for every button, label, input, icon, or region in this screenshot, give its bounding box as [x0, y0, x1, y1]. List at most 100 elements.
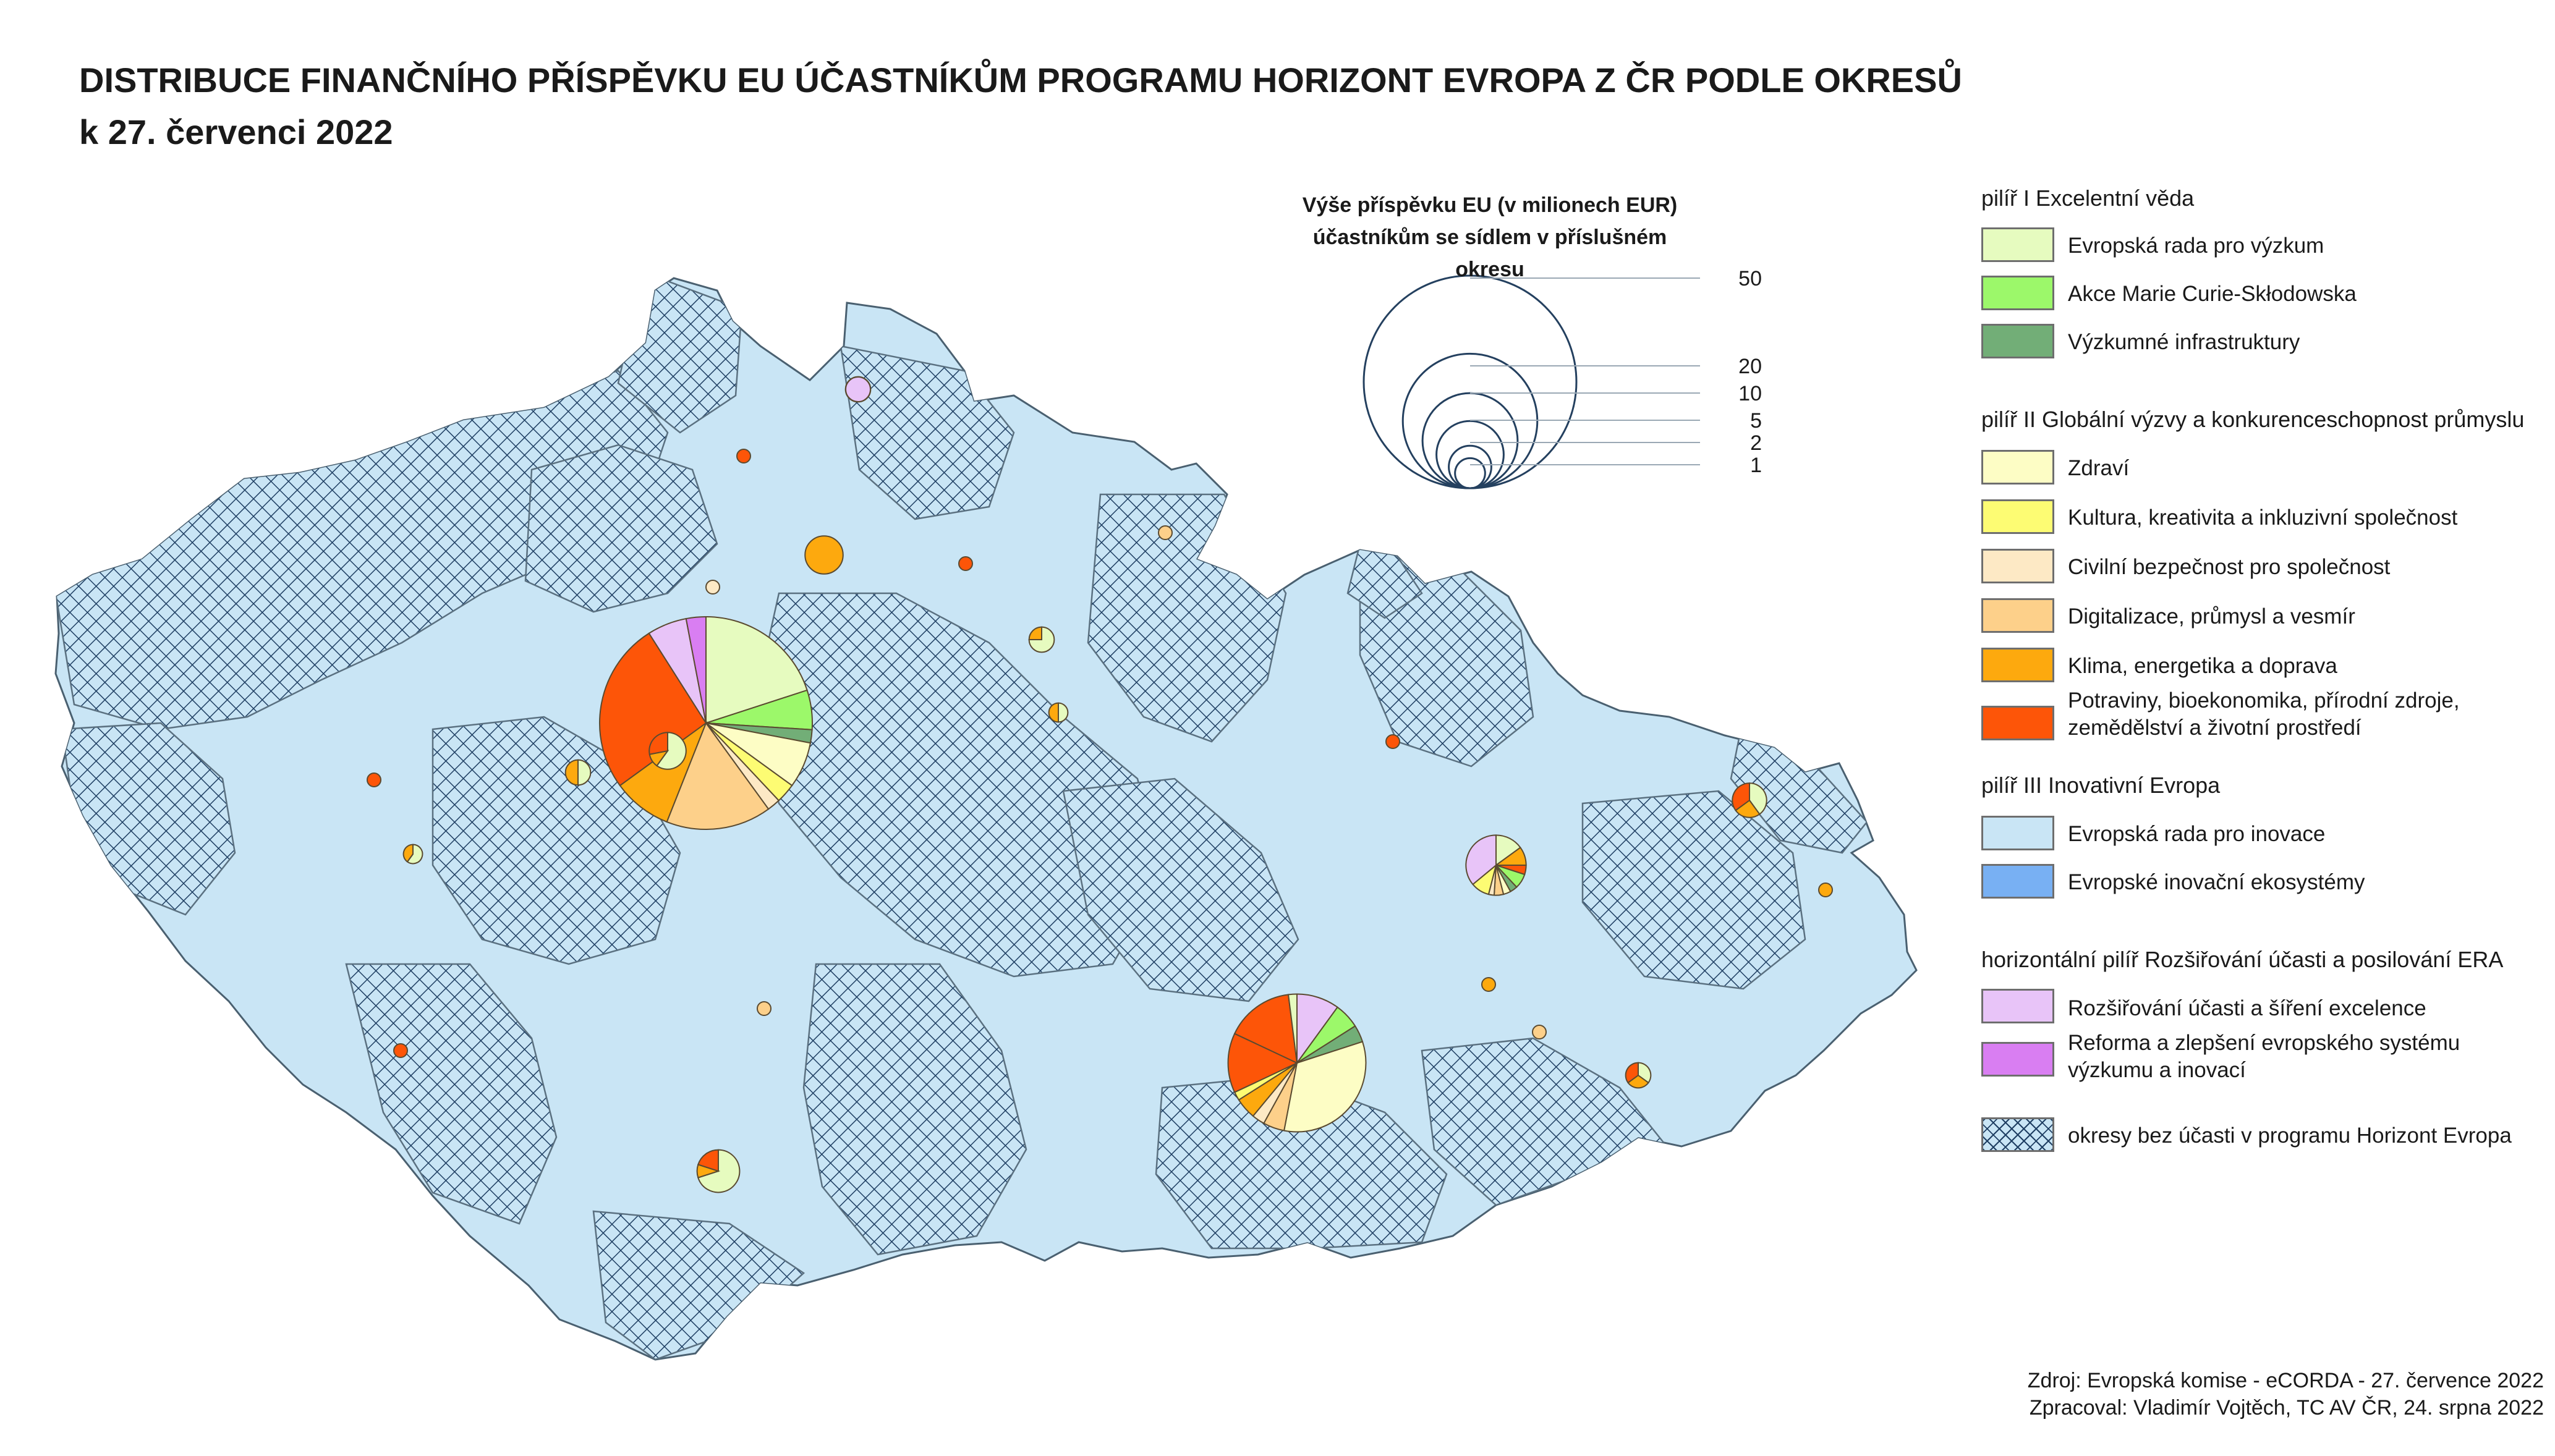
- pie-slice: [1735, 799, 1761, 818]
- pie-slice: [1732, 782, 1750, 811]
- legend-label: Evropské inovační ekosystémy: [2068, 870, 2365, 894]
- scale-title-line-2: účastníkům se sídlem v příslušném okresu: [1312, 226, 1667, 281]
- legend-swatch: [1981, 499, 2054, 534]
- source-note: Zdroj: Evropská komise - eCORDA - 27. če…: [1981, 1367, 2544, 1421]
- pie-slice: [1058, 702, 1068, 723]
- district-dot: [367, 772, 381, 787]
- pie-slice: [599, 632, 707, 787]
- pie-slice: [648, 732, 668, 755]
- pie-slice: [1749, 782, 1767, 815]
- title-line-1: DISTRIBUCE FINANČNÍHO PŘÍSPĚVKU EU ÚČAST…: [79, 61, 1962, 99]
- legend-label: Evropská rada pro inovace: [2068, 822, 2326, 846]
- legend-group-title: pilíř II Globální výzvy a konkurencescho…: [1981, 407, 2525, 432]
- district-dot: [393, 1043, 408, 1058]
- pie-slice: [697, 1149, 719, 1172]
- legend-label: Kultura, kreativita a inkluzivní společn…: [2068, 506, 2458, 530]
- legend-label: okresy bez účasti v programu Horizont Ev…: [2068, 1124, 2512, 1148]
- scale-circle: [1421, 392, 1519, 489]
- legend-swatch: [1981, 648, 2054, 682]
- country-map: [54, 277, 1918, 1361]
- pie-slice: [685, 616, 707, 724]
- hatched-districts: [56, 278, 1868, 1360]
- scale-value-label: 20: [1738, 355, 1762, 378]
- pie-slice: [1227, 1033, 1299, 1093]
- legend-swatch: [1981, 450, 2054, 485]
- hatched-district-south-bohemia-east: [802, 963, 1027, 1256]
- hatched-district-east-moravia: [1581, 790, 1806, 990]
- scale-legend-title: Výše příspěvku EU (v milionech EUR) účas…: [1286, 189, 1694, 286]
- pie-slice: [666, 721, 770, 830]
- pie-slice: [1028, 626, 1055, 653]
- pie-slice: [1627, 1074, 1649, 1089]
- scale-circle: [1454, 457, 1486, 489]
- legend-swatch: [1981, 816, 2054, 850]
- pie-slice: [1465, 834, 1497, 886]
- district-dot: [736, 449, 751, 463]
- district-dot: [757, 1001, 772, 1016]
- legend-label: Reforma a zlepšení evropského systému vý…: [2068, 1031, 2460, 1082]
- pie-slice: [564, 759, 579, 786]
- scale-value-label: 50: [1738, 267, 1762, 290]
- legend-label: Výzkumné infrastruktury: [2068, 330, 2300, 354]
- legend-swatch: [1981, 1042, 2054, 1077]
- pie-slice: [1028, 626, 1042, 640]
- legend-label: Potraviny, bioekonomika, přírodní zdroje…: [2068, 688, 2460, 740]
- scale-value-label: 10: [1738, 382, 1762, 405]
- legend-label: Civilní bezpečnost pro společnost: [2068, 555, 2391, 579]
- pie-slice: [406, 844, 423, 865]
- district-dot: [705, 580, 720, 595]
- scale-value-label: 1: [1750, 454, 1762, 477]
- legend-label: Evropská rada pro výzkum: [2068, 234, 2324, 258]
- source-line-2: Zpracoval: Vladimír Vojtěch, TC AV ČR, 2…: [2029, 1396, 2544, 1420]
- legend-label: Rozšiřování účasti a šíření excelence: [2068, 996, 2426, 1020]
- proportional-circle-scale: 50 20 10 521: [1363, 267, 1762, 489]
- pie-slice: [577, 759, 592, 786]
- legend-swatch: [1981, 227, 2054, 262]
- scale-circle: [1435, 420, 1505, 489]
- hatched-district-vysocina: [1062, 777, 1299, 1002]
- pie-slice: [1287, 993, 1298, 1064]
- legend-label: Klima, energetika a doprava: [2068, 654, 2337, 678]
- pie-slice: [656, 732, 687, 770]
- title-line-2: k 27. červenci 2022: [79, 112, 393, 151]
- scale-value-label: 2: [1750, 431, 1762, 455]
- legend-group-title: pilíř III Inovativní Evropa: [1981, 772, 2221, 798]
- hatched-district-central-north: [524, 444, 718, 613]
- pie-slice: [402, 844, 414, 863]
- hatched-district-center: [753, 592, 1163, 978]
- district-pie-charts: [367, 376, 1833, 1193]
- legend-swatch: [1981, 549, 2054, 583]
- source-line-1: Zdroj: Evropská komise - eCORDA - 27. če…: [2027, 1369, 2544, 1392]
- legend-swatch: [1981, 989, 2054, 1023]
- district-dot: [1481, 977, 1496, 992]
- pie-slice: [1625, 1062, 1639, 1084]
- district-dot: [1158, 525, 1173, 540]
- district-dot: [845, 376, 871, 402]
- legend-label: Akce Marie Curie-Skłodowska: [2068, 282, 2357, 306]
- legend-label: Zdraví: [2068, 456, 2130, 480]
- scale-circle: [1448, 444, 1492, 489]
- district-dot: [1818, 882, 1833, 897]
- pie-slice: [705, 616, 808, 724]
- pie-slice: [1233, 994, 1298, 1064]
- legend-swatch: [1981, 706, 2054, 740]
- legend-group-title: pilíř I Excelentní věda: [1981, 185, 2195, 211]
- pie-slice: [804, 535, 844, 575]
- legend-swatch: [1981, 276, 2054, 310]
- map-title: DISTRIBUCE FINANČNÍHO PŘÍSPĚVKU EU ÚČAST…: [79, 54, 1962, 158]
- scale-title-line-1: Výše příspěvku EU (v milionech EUR): [1302, 193, 1678, 217]
- scale-value-label: 5: [1750, 409, 1762, 433]
- pie-slice: [1283, 1041, 1367, 1133]
- district-dot: [958, 556, 973, 571]
- legend-swatch: [1981, 324, 2054, 358]
- legend-swatch: [1981, 864, 2054, 899]
- hatched-district-south-bohemia-west: [345, 963, 558, 1225]
- legend-swatch: [1981, 598, 2054, 633]
- scale-circle: [1363, 274, 1578, 489]
- pie-slice: [1048, 702, 1059, 723]
- district-dot: [1532, 1025, 1547, 1039]
- legend-label: Digitalizace, průmysl a vesmír: [2068, 604, 2355, 629]
- pie-slice: [1638, 1062, 1652, 1084]
- district-dot: [1385, 734, 1400, 749]
- legend-group-title: horizontální pilíř Rozšiřování účasti a …: [1981, 947, 2504, 972]
